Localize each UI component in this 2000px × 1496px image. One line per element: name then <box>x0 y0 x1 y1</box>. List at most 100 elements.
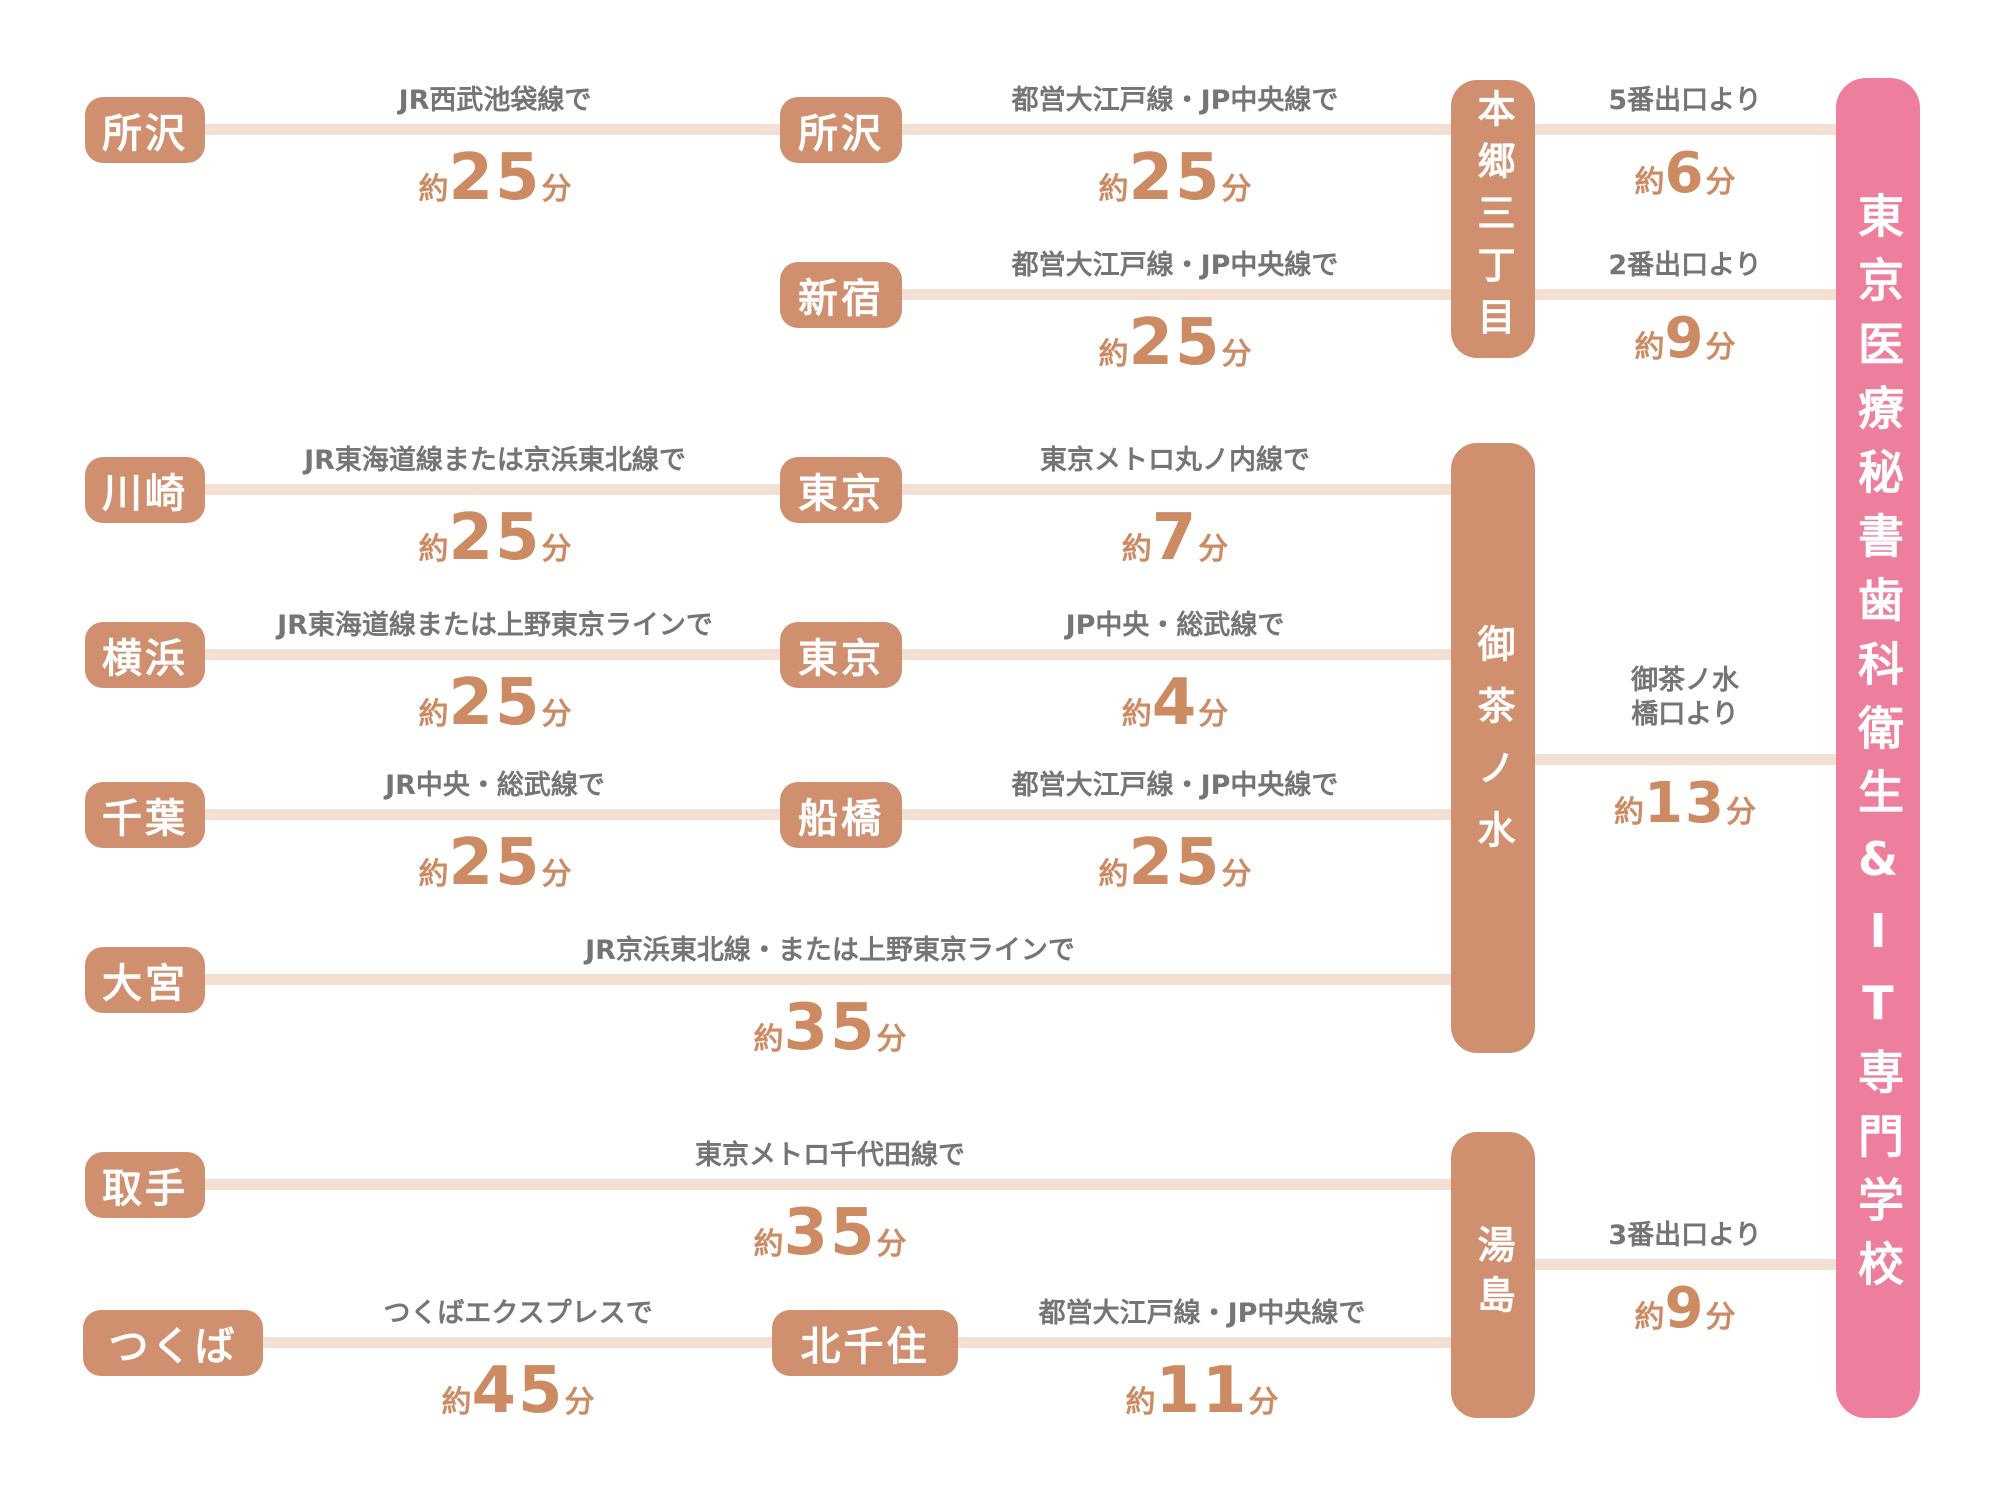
exit-label-ochanomizu: 御茶ノ水 橋口より <box>1631 664 1739 732</box>
station-badge-chiba: 千葉 <box>85 782 205 848</box>
route-line-tokorozawa-leg1 <box>195 124 790 135</box>
travel-time-yokohama-leg1: 約 25 分 <box>418 671 571 735</box>
time-prefix: 約 <box>1098 337 1129 372</box>
hub-ochanomizu: 御茶ノ水 <box>1451 443 1535 1053</box>
travel-time-chiba-leg1: 約 25 分 <box>418 831 571 895</box>
line-name-label-kawasaki-leg2: 東京メトロ丸ノ内線で <box>1040 445 1310 476</box>
time-prefix: 約 <box>418 697 449 732</box>
time-unit: 分 <box>564 1385 595 1420</box>
walk-time-yushima-exit3: 約 9 分 <box>1635 1281 1736 1337</box>
line-name-label-shinjuku-leg2: 都営大江戸線・JP中央線で <box>1011 250 1339 281</box>
time-unit: 分 <box>1725 795 1756 830</box>
travel-time-chiba-leg2: 約 25 分 <box>1098 831 1251 895</box>
travel-time-tsukuba-leg1: 約 45 分 <box>441 1359 594 1423</box>
time-prefix: 約 <box>1614 795 1645 830</box>
route-line-chiba-leg1 <box>195 809 790 820</box>
travel-time-toride: 約 35 分 <box>753 1201 906 1265</box>
time-minutes: 9 <box>1664 1276 1706 1341</box>
exit-label-yushima-exit3: 3番出口より <box>1608 1220 1762 1251</box>
hub-hongo-sanchome-label: 本郷三丁目 <box>1471 89 1515 349</box>
route-line-yushima-exit3 <box>1533 1259 1838 1270</box>
travel-time-shinjuku-leg2: 約 25 分 <box>1098 311 1251 375</box>
station-badge-via-tokyo-1: 東京 <box>780 457 902 523</box>
time-unit: 分 <box>876 1022 907 1057</box>
station-badge-yokohama: 横浜 <box>85 622 205 688</box>
time-minutes: 9 <box>1664 306 1706 371</box>
station-badge-omiya: 大宮 <box>85 947 205 1013</box>
time-unit: 分 <box>541 172 572 207</box>
route-line-tsukuba-leg1 <box>250 1337 775 1348</box>
time-prefix: 約 <box>418 857 449 892</box>
station-badge-tsukuba: つくば <box>83 1310 263 1376</box>
route-line-kawasaki-leg1 <box>195 484 790 495</box>
time-minutes: 35 <box>783 991 877 1065</box>
station-badge-toride: 取手 <box>85 1152 205 1218</box>
time-unit: 分 <box>1248 1385 1279 1420</box>
time-minutes: 13 <box>1644 771 1726 836</box>
travel-time-kawasaki-leg2: 約 7 分 <box>1122 506 1229 570</box>
time-minutes: 25 <box>448 826 542 900</box>
time-unit: 分 <box>1705 330 1736 365</box>
time-minutes: 25 <box>448 666 542 740</box>
exit-label-ochanomizu-line1: 御茶ノ水 <box>1631 665 1739 696</box>
time-minutes: 45 <box>471 1354 565 1428</box>
time-minutes: 25 <box>1128 141 1222 215</box>
school-name-label: 東京医療秘書歯科衛生&IT専門学校 <box>1851 192 1905 1304</box>
time-minutes: 25 <box>1128 826 1222 900</box>
walk-time-hongo-exit2: 約 9 分 <box>1635 311 1736 367</box>
hub-hongo-sanchome: 本郷三丁目 <box>1451 80 1535 358</box>
station-badge-kawasaki: 川崎 <box>85 457 205 523</box>
time-unit: 分 <box>876 1227 907 1262</box>
time-unit: 分 <box>1221 172 1252 207</box>
time-prefix: 約 <box>1098 172 1129 207</box>
line-name-label-toride: 東京メトロ千代田線で <box>695 1140 965 1171</box>
school-bar: 東京医療秘書歯科衛生&IT専門学校 <box>1836 78 1920 1418</box>
time-unit: 分 <box>541 532 572 567</box>
time-minutes: 35 <box>783 1196 877 1270</box>
route-line-yokohama-leg1 <box>195 649 790 660</box>
line-name-label-tokorozawa-leg1: JR西武池袋線で <box>398 85 592 116</box>
time-minutes: 11 <box>1155 1354 1249 1428</box>
station-badge-via-funabashi: 船橋 <box>780 782 902 848</box>
time-unit: 分 <box>1221 857 1252 892</box>
station-badge-tokorozawa: 所沢 <box>85 97 205 163</box>
route-line-tokorozawa-leg2 <box>895 124 1455 135</box>
route-line-toride <box>195 1179 1455 1190</box>
line-name-label-chiba-leg1: JR中央・総武線で <box>385 770 605 801</box>
time-minutes: 7 <box>1151 501 1199 575</box>
time-prefix: 約 <box>1634 165 1665 200</box>
line-name-label-tsukuba-leg1: つくばエクスプレスで <box>383 1298 653 1329</box>
time-prefix: 約 <box>1121 697 1152 732</box>
route-line-omiya <box>195 974 1455 985</box>
time-minutes: 25 <box>1128 306 1222 380</box>
station-badge-via-shinjuku: 新宿 <box>780 262 902 328</box>
route-line-chiba-leg2 <box>895 809 1455 820</box>
time-unit: 分 <box>1198 532 1229 567</box>
walk-time-ochanomizu-exit: 約 13 分 <box>1614 776 1756 832</box>
time-prefix: 約 <box>753 1022 784 1057</box>
travel-time-omiya: 約 35 分 <box>753 996 906 1060</box>
line-name-label-yokohama-leg2: JP中央・総武線で <box>1065 610 1285 641</box>
exit-label-hongo-exit2: 2番出口より <box>1608 250 1762 281</box>
time-prefix: 約 <box>1634 1300 1665 1335</box>
time-prefix: 約 <box>418 172 449 207</box>
walk-time-hongo-exit5: 約 6 分 <box>1635 146 1736 202</box>
route-line-yokohama-leg2 <box>895 649 1455 660</box>
time-unit: 分 <box>1705 165 1736 200</box>
line-name-label-chiba-leg2: 都営大江戸線・JP中央線で <box>1011 770 1339 801</box>
line-name-label-tsukuba-leg2: 都営大江戸線・JP中央線で <box>1038 1298 1366 1329</box>
travel-time-kawasaki-leg1: 約 25 分 <box>418 506 571 570</box>
line-name-label-tokorozawa-leg2: 都営大江戸線・JP中央線で <box>1011 85 1339 116</box>
exit-label-ochanomizu-line2: 橋口より <box>1631 698 1739 730</box>
station-badge-via-kitasenju: 北千住 <box>772 1310 958 1376</box>
hub-ochanomizu-label: 御茶ノ水 <box>1471 624 1515 872</box>
time-prefix: 約 <box>1634 330 1665 365</box>
line-name-label-kawasaki-leg1: JR東海道線または京浜東北線で <box>304 445 686 476</box>
travel-time-tsukuba-leg2: 約 11 分 <box>1125 1359 1278 1423</box>
exit-label-hongo-exit5: 5番出口より <box>1608 85 1762 116</box>
time-unit: 分 <box>1705 1300 1736 1335</box>
route-line-tsukuba-leg2 <box>950 1337 1455 1348</box>
route-line-shinjuku-leg2 <box>895 289 1455 300</box>
route-line-hongo-exit5 <box>1533 124 1838 135</box>
